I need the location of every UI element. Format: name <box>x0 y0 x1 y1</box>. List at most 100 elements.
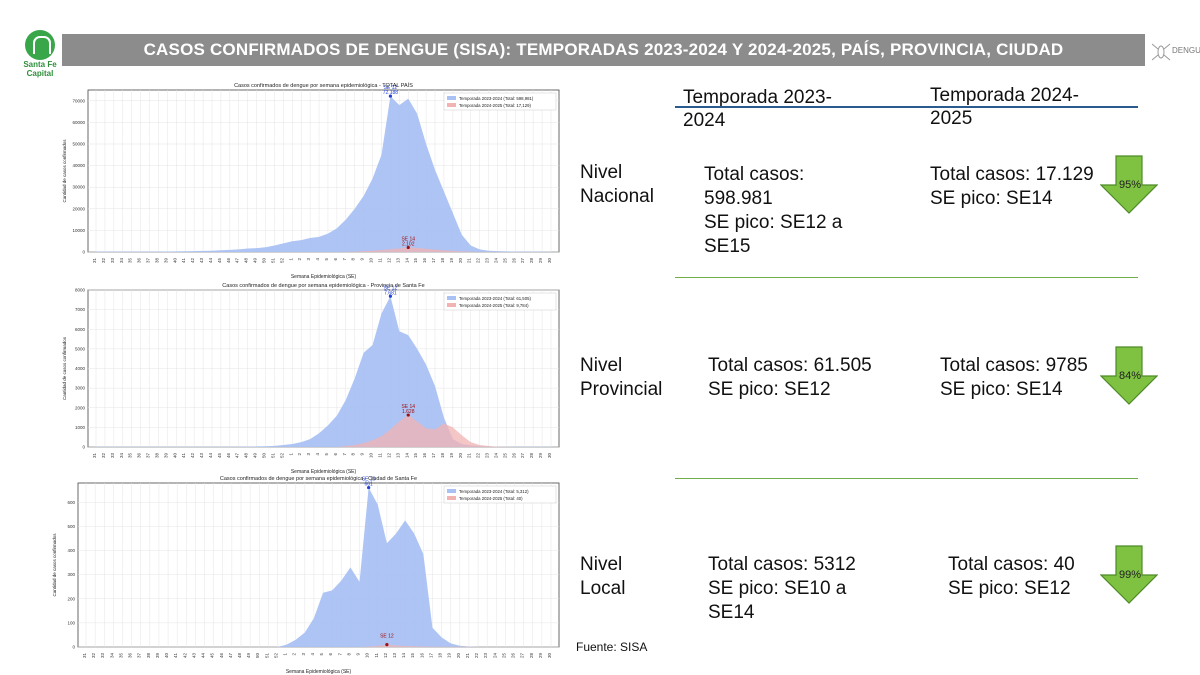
peak-label: SE 14 <box>401 404 415 410</box>
x-tick-label: 1 <box>288 258 293 261</box>
x-tick-label: 41 <box>181 453 186 459</box>
x-tick-label: 22 <box>476 258 481 264</box>
x-tick-label: 6 <box>333 258 338 261</box>
reduction-percent: 84% <box>1119 370 1142 382</box>
x-tick-label: 46 <box>226 258 231 264</box>
x-tick-label: 9 <box>356 653 361 656</box>
x-tick-label: 12 <box>383 653 388 659</box>
x-tick-label: 38 <box>146 653 151 659</box>
x-tick-label: 5 <box>324 453 329 456</box>
x-tick-label: 33 <box>110 453 115 459</box>
peak-value-label: 72.188 <box>383 90 399 96</box>
x-tick-label: 5 <box>324 258 329 261</box>
peak-week: SE pico: SE12 <box>948 578 1071 599</box>
x-tick-label: 39 <box>155 653 160 659</box>
x-tick-label: 29 <box>538 453 543 459</box>
y-tick-label: 20000 <box>72 206 85 211</box>
column-header-season1: Temporada 2023-2024 <box>683 87 832 131</box>
x-tick-label: 18 <box>438 653 443 659</box>
peak-value-label: 661 <box>364 482 373 488</box>
level-label-line2: Provincial <box>580 379 663 400</box>
y-tick-label: 0 <box>72 645 75 650</box>
series-area-2 <box>96 415 551 447</box>
x-tick-label: 19 <box>449 258 454 264</box>
down-arrow-icon <box>1100 545 1158 604</box>
x-tick-label: 27 <box>520 653 525 659</box>
x-tick-label: 25 <box>502 453 507 459</box>
legend-box <box>443 92 557 111</box>
peak-marker <box>388 294 393 298</box>
x-tick-label: 24 <box>492 653 497 659</box>
legend-swatch <box>447 96 456 100</box>
peak-label: SE 10 <box>362 477 376 483</box>
down-arrow-icon <box>1100 346 1158 405</box>
x-tick-label: 27 <box>520 258 525 264</box>
x-tick-label: 28 <box>529 653 534 659</box>
x-tick-label: 50 <box>255 653 260 659</box>
x-tick-label: 43 <box>199 453 204 459</box>
x-tick-label: 31 <box>92 258 97 264</box>
x-tick-label: 44 <box>201 653 206 659</box>
nacional-season1-stats: Total casos: 598.981 SE pico: SE12 a SE1… <box>704 163 894 259</box>
x-tick-label: 49 <box>253 453 258 459</box>
x-tick-label: 15 <box>413 453 418 459</box>
peak-marker <box>406 245 410 250</box>
peak-value-label: 2.102 <box>402 241 415 247</box>
x-tick-label: 35 <box>128 258 133 264</box>
y-tick-label: 50000 <box>72 142 85 147</box>
x-tick-label: 41 <box>181 258 186 264</box>
x-tick-label: 45 <box>217 258 222 264</box>
x-tick-label: 11 <box>377 453 382 458</box>
x-tick-label: 3 <box>301 653 306 656</box>
y-tick-label: 40000 <box>72 163 85 168</box>
x-tick-label: 13 <box>395 258 400 264</box>
y-tick-label: 5000 <box>75 346 86 351</box>
total-cases: Total casos: 5312 <box>708 554 856 575</box>
x-tick-label: 43 <box>191 653 196 659</box>
x-axis-label: Semana Epidemiológica (SE) <box>291 469 357 475</box>
column-header-season2: Temporada 2024-2025 <box>930 85 1079 129</box>
x-tick-label: 36 <box>128 653 133 659</box>
x-tick-label: 31 <box>92 453 97 459</box>
x-tick-label: 2 <box>297 453 302 456</box>
x-tick-label: 43 <box>199 258 204 264</box>
x-tick-label: 8 <box>351 258 356 261</box>
x-tick-label: 51 <box>270 258 275 264</box>
x-tick-label: 18 <box>440 258 445 264</box>
chart-title: Casos confirmados de dengue por semana e… <box>220 476 417 482</box>
x-tick-label: 19 <box>449 453 454 459</box>
peak-marker <box>406 413 410 417</box>
x-tick-label: 48 <box>244 453 249 459</box>
x-tick-label: 41 <box>173 653 178 659</box>
x-tick-label: 17 <box>428 653 433 659</box>
x-tick-label: 9 <box>360 453 365 456</box>
y-tick-label: 4000 <box>75 366 86 371</box>
x-tick-label: 28 <box>529 453 534 459</box>
x-tick-label: 34 <box>119 258 124 264</box>
x-tick-label: 14 <box>404 258 409 264</box>
level-provincial: Nivel Provincial <box>580 354 662 402</box>
x-tick-label: 32 <box>101 453 106 459</box>
y-axis-label: Cantidad de casos confirmados <box>62 336 67 400</box>
legend-entry: Temporada 2023-2024 (Total: 5,312) <box>459 489 529 494</box>
y-tick-label: 3000 <box>75 386 86 391</box>
total-cases: Total casos: 9785 <box>940 355 1088 376</box>
x-tick-label: 12 <box>386 258 391 264</box>
x-tick-label: 10 <box>369 453 374 459</box>
y-tick-label: 300 <box>67 572 75 577</box>
x-tick-label: 20 <box>458 453 463 459</box>
level-label-line2: Local <box>580 578 626 599</box>
legend-swatch <box>447 296 456 300</box>
x-tick-label: 40 <box>172 453 177 459</box>
x-tick-label: 13 <box>392 653 397 659</box>
x-tick-label: 19 <box>447 653 452 659</box>
peak-marker <box>367 485 371 490</box>
x-tick-label: 9 <box>360 258 365 261</box>
x-tick-label: 13 <box>395 453 400 459</box>
y-tick-label: 60000 <box>72 120 85 125</box>
x-tick-label: 34 <box>109 653 114 659</box>
x-tick-label: 23 <box>485 258 490 264</box>
x-tick-label: 45 <box>217 453 222 459</box>
x-tick-label: 35 <box>128 453 133 459</box>
chart-svg: 31 32 33 34 35 36 37 38 39 40 41 42 43 44 45 46 47 48 49 50… <box>62 82 560 280</box>
